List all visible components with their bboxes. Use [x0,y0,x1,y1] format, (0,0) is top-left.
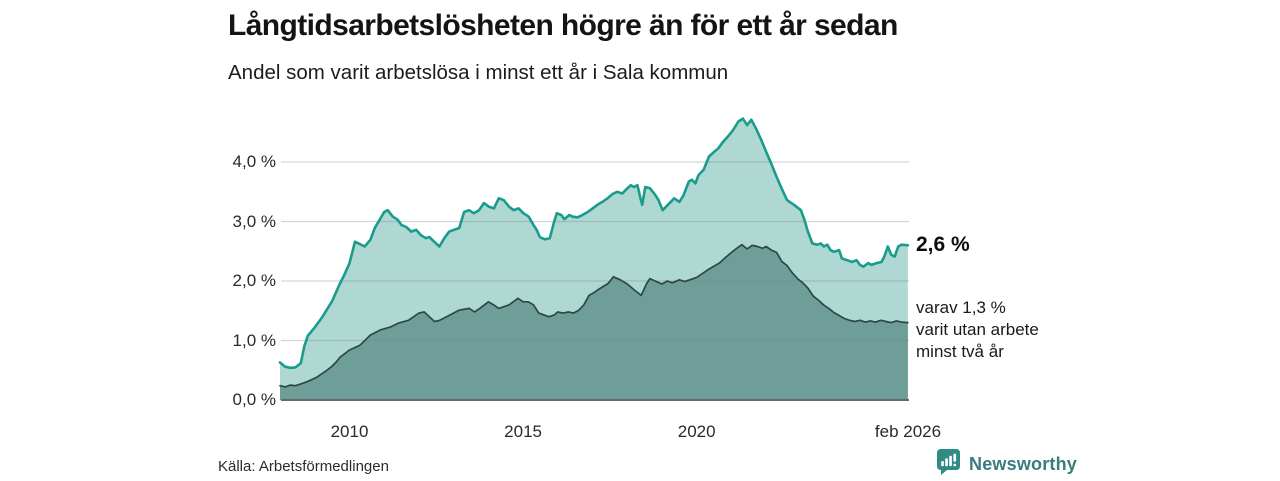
x-axis-labels: 2010 2015 2020 feb 2026 [0,422,1280,444]
breakdown-annotation-line: varav 1,3 % [916,298,1006,317]
breakdown-annotation-line: minst två år [916,342,1004,361]
newsworthy-logo-icon [936,448,961,481]
breakdown-annotation: varav 1,3 % varit utan arbete minst två … [916,297,1039,363]
newsworthy-brand: Newsworthy [936,448,1078,481]
x-axis-tick-label: 2020 [677,422,716,441]
line-total-unemployed-one-year [278,117,910,370]
x-axis-tick-label: 2010 [330,422,369,441]
breakdown-annotation-line: varit utan arbete [916,320,1039,339]
x-axis-tick-label: feb 2026 [874,422,942,441]
x-axis-tick-label: 2015 [504,422,543,441]
newsworthy-brand-name: Newsworthy [969,453,1078,474]
area-unemployed-two-years [280,244,908,400]
source-attribution: Källa: Arbetsförmedlingen [218,458,389,475]
page-subtitle: Andel som varit arbetslösa i minst ett å… [228,61,729,84]
page-title: Långtidsarbetslösheten högre än för ett … [228,9,898,42]
total-end-value-label: 2,6 % [916,233,970,256]
line-unemployed-two-years [279,243,909,388]
